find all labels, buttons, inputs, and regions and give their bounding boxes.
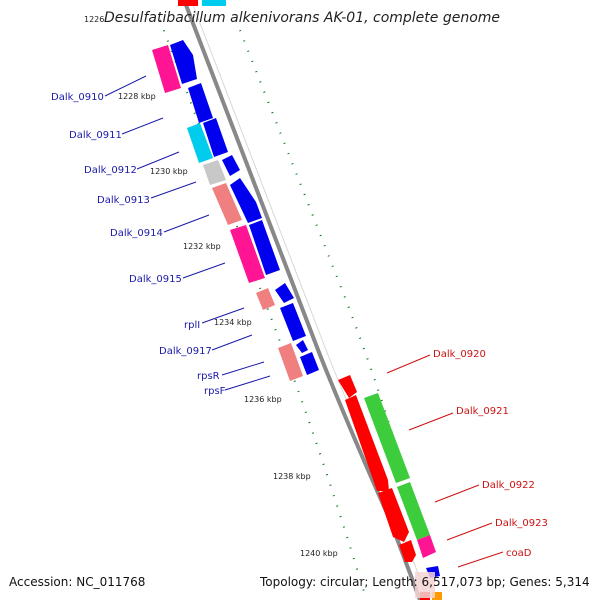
gene-features-right <box>338 375 442 600</box>
gene-label-dalk-0910[interactable]: Dalk_0910 <box>51 92 104 103</box>
gene-dalk-0914[interactable] <box>230 225 265 283</box>
topology-label: Topology: circular; Length: 6,517,073 bp… <box>259 575 590 589</box>
gene-dalk-0915[interactable] <box>249 220 280 275</box>
gene-dalk-0913[interactable] <box>212 183 242 225</box>
gene-dalk-0911c[interactable] <box>203 118 228 157</box>
gene-dalk-0913b[interactable] <box>230 178 262 223</box>
gene-dalk-0923-red[interactable] <box>399 540 416 562</box>
gene-label-dalk-0922[interactable]: Dalk_0922 <box>482 480 535 491</box>
gene-label-rpsr[interactable]: rpsR <box>197 371 220 382</box>
gene-partial-top-red[interactable] <box>178 0 198 6</box>
gene-dalk-0920[interactable] <box>338 375 357 398</box>
gene-label-rpli[interactable]: rplI <box>184 320 200 331</box>
tick-label: 1232 kbp <box>183 242 221 251</box>
label-lines-left <box>104 75 271 391</box>
gene-dalk-0917[interactable] <box>280 303 306 341</box>
gene-features-left <box>152 40 319 381</box>
label-lines-right <box>386 354 504 568</box>
gene-label-dalk-0920[interactable]: Dalk_0920 <box>433 349 486 360</box>
gene-dalk-0912b[interactable] <box>222 155 240 176</box>
gene-rpsf-small[interactable] <box>296 340 308 353</box>
gene-label-coad[interactable]: coaD <box>506 548 532 559</box>
gene-dalk-0923[interactable] <box>417 535 436 558</box>
gene-dalk-0921[interactable] <box>364 393 410 483</box>
gene-dalk-0911b[interactable] <box>188 83 213 123</box>
gene-label-dalk-0923[interactable]: Dalk_0923 <box>495 518 548 529</box>
tick-label: 1228 kbp <box>118 92 156 101</box>
tick-label: 1240 kbp <box>300 549 338 558</box>
gene-bottom-orange[interactable] <box>432 592 442 600</box>
gene-rpsf[interactable] <box>300 352 319 375</box>
tick-label: 1234 kbp <box>214 318 252 327</box>
gene-label-dalk-0917[interactable]: Dalk_0917 <box>159 346 212 357</box>
gene-arrow-0910-adj[interactable] <box>170 40 197 84</box>
tick-label-top: 1226 <box>84 15 104 24</box>
footer-highlight <box>415 572 435 598</box>
gene-dalk-0922[interactable] <box>397 482 430 540</box>
gene-rpli-b[interactable] <box>275 283 294 303</box>
gene-label-dalk-0912[interactable]: Dalk_0912 <box>84 165 137 176</box>
gene-dalk-0922-red[interactable] <box>378 488 409 542</box>
gene-label-dalk-0914[interactable]: Dalk_0914 <box>110 228 163 239</box>
gene-label-dalk-0911[interactable]: Dalk_0911 <box>69 130 122 141</box>
tick-label: 1236 kbp <box>244 395 282 404</box>
gene-label-dalk-0915[interactable]: Dalk_0915 <box>129 274 182 285</box>
tick-label: 1230 kbp <box>150 167 188 176</box>
gene-rpsr[interactable] <box>278 343 303 381</box>
gene-rpli[interactable] <box>256 288 275 310</box>
gene-dalk-0911[interactable] <box>187 123 213 163</box>
map-title: Desulfatibacillum alkenivorans AK-01, co… <box>104 10 500 26</box>
gene-label-rpsf[interactable]: rpsF <box>204 386 226 397</box>
accession-label: Accession: NC_011768 <box>9 575 145 589</box>
gene-label-dalk-0921[interactable]: Dalk_0921 <box>456 406 509 417</box>
gene-dalk-0921-red[interactable] <box>345 395 389 491</box>
gene-partial-top-cyan[interactable] <box>202 0 226 6</box>
gene-dalk-0912[interactable] <box>203 160 226 185</box>
gene-label-dalk-0913[interactable]: Dalk_0913 <box>97 195 150 206</box>
tick-label: 1238 kbp <box>273 472 311 481</box>
gene-dalk-0910[interactable] <box>152 45 181 93</box>
